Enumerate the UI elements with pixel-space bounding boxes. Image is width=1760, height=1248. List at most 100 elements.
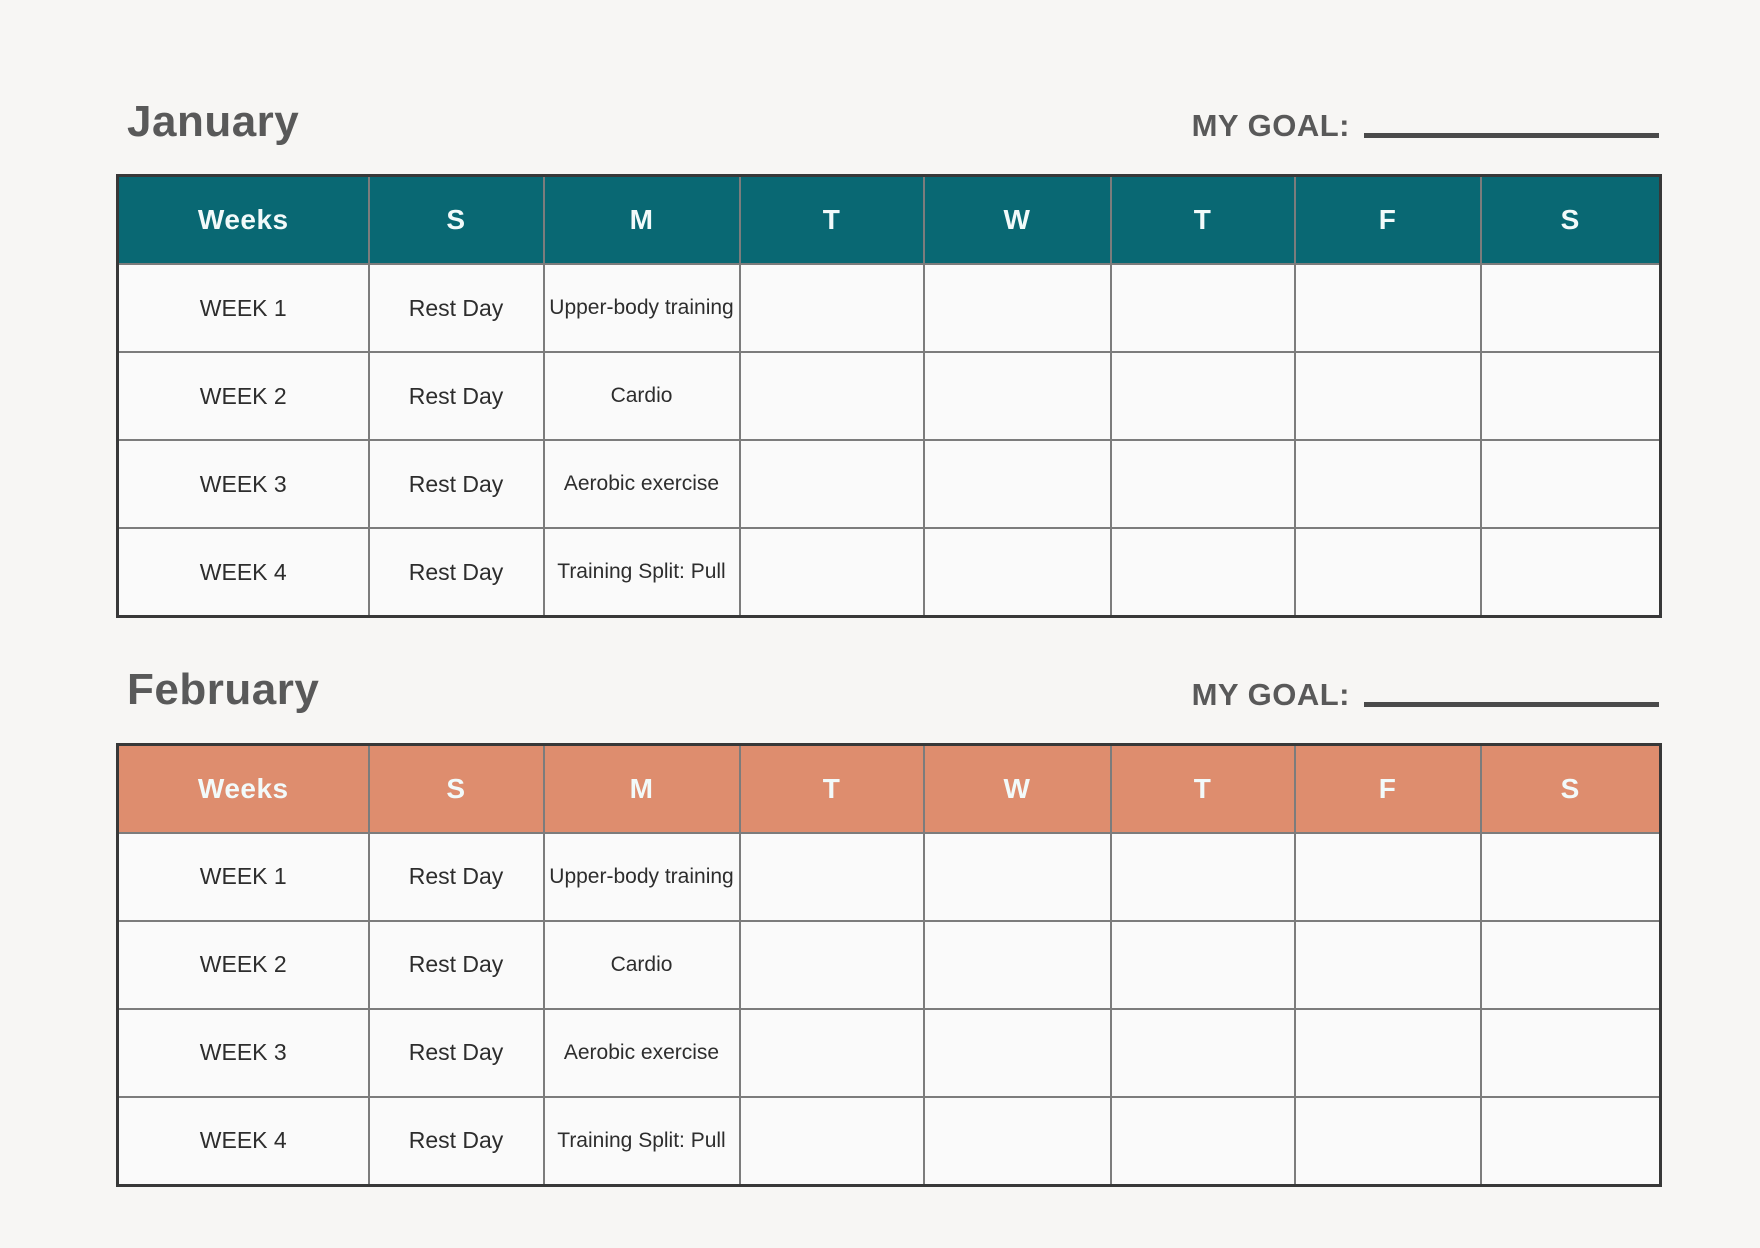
day-cell [922,1007,1112,1098]
day-cell [1293,527,1482,618]
january-header-row: Weeks S M T W T F S [116,174,1662,266]
col-header-sunday: S [367,174,545,266]
col-header-saturday: S [1479,743,1662,834]
day-cell [1109,351,1296,442]
goal-february: MY GOAL: [1192,677,1659,713]
week-label-cell: WEEK 1 [116,831,370,922]
day-cell [1293,1095,1482,1187]
day-cell [1479,1095,1662,1187]
day-cell: Rest Day [367,263,545,354]
day-cell [1293,831,1482,922]
day-cell: Cardio [542,919,741,1010]
day-cell: Upper-body training [542,831,741,922]
week-label-cell: WEEK 4 [116,527,370,618]
day-cell: Aerobic exercise [542,1007,741,1098]
col-header-saturday: S [1479,174,1662,266]
day-cell [1109,831,1296,922]
day-cell [1293,1007,1482,1098]
col-header-wednesday: W [922,174,1112,266]
day-cell [1293,439,1482,530]
col-header-tuesday: T [738,743,925,834]
day-cell: Upper-body training [542,263,741,354]
month-section-february: February MY GOAL: Weeks S M T W T F [116,665,1662,1187]
day-cell [738,831,925,922]
table-row-week4: WEEK 4 Rest Day Training Split: Pull [116,1095,1662,1187]
day-cell [922,831,1112,922]
day-cell [1479,439,1662,530]
week-label-cell: WEEK 4 [116,1095,370,1187]
table-row-week2: WEEK 2 Rest Day Cardio [116,919,1662,1010]
day-cell [738,1095,925,1187]
day-cell: Rest Day [367,1007,545,1098]
day-cell: Rest Day [367,831,545,922]
february-table: Weeks S M T W T F S WEEK 1 Rest Day Uppe… [116,742,1662,1187]
day-cell [1479,919,1662,1010]
goal-underline [1364,701,1659,707]
col-header-friday: F [1293,174,1482,266]
col-header-sunday: S [367,743,545,834]
day-cell [1293,351,1482,442]
table-row-week1: WEEK 1 Rest Day Upper-body training [116,831,1662,922]
col-header-monday: M [542,174,741,266]
day-cell [1109,919,1296,1010]
goal-underline [1364,133,1659,139]
month-title-february: February [127,665,320,715]
day-cell [1293,919,1482,1010]
goal-january: MY GOAL: [1192,108,1659,144]
day-cell [1293,263,1482,354]
day-cell [738,527,925,618]
day-cell [922,351,1112,442]
day-cell: Cardio [542,351,741,442]
table-row-week4: WEEK 4 Rest Day Training Split: Pull [116,527,1662,618]
goal-label: MY GOAL: [1191,676,1350,712]
week-label-cell: WEEK 3 [116,439,370,530]
day-cell [738,919,925,1010]
january-table: Weeks S M T W T F S WEEK 1 Rest Day Uppe… [116,174,1662,619]
day-cell [1109,439,1296,530]
goal-label: MY GOAL: [1191,108,1350,144]
col-header-tuesday: T [738,174,925,266]
table-row-week3: WEEK 3 Rest Day Aerobic exercise [116,1007,1662,1098]
col-header-monday: M [542,743,741,834]
day-cell: Aerobic exercise [542,439,741,530]
day-cell [922,263,1112,354]
day-cell: Rest Day [367,1095,545,1187]
day-cell [1109,263,1296,354]
day-cell [738,351,925,442]
month-title-january: January [127,97,300,146]
february-header-row: Weeks S M T W T F S [116,743,1662,834]
month-section-january: January MY GOAL: Weeks S M T W T F [116,97,1662,619]
col-header-weeks: Weeks [116,743,370,834]
col-header-wednesday: W [922,743,1112,834]
january-section-header: January MY GOAL: [116,97,1659,146]
week-label-cell: WEEK 2 [116,919,370,1010]
day-cell [922,527,1112,618]
table-row-week3: WEEK 3 Rest Day Aerobic exercise [116,439,1662,530]
day-cell [1479,527,1662,618]
day-cell: Training Split: Pull [542,1095,741,1187]
table-row-week2: WEEK 2 Rest Day Cardio [116,351,1662,442]
col-header-friday: F [1293,743,1482,834]
day-cell [1109,527,1296,618]
day-cell [1109,1007,1296,1098]
col-header-thursday: T [1109,174,1296,266]
day-cell [1479,1007,1662,1098]
february-section-header: February MY GOAL: [116,665,1659,715]
week-label-cell: WEEK 1 [116,263,370,354]
week-label-cell: WEEK 3 [116,1007,370,1098]
day-cell [922,1095,1112,1187]
day-cell [738,263,925,354]
day-cell [1109,1095,1296,1187]
day-cell: Rest Day [367,527,545,618]
day-cell: Rest Day [367,919,545,1010]
col-header-weeks: Weeks [116,174,370,266]
week-label-cell: WEEK 2 [116,351,370,442]
day-cell [922,439,1112,530]
day-cell [1479,263,1662,354]
day-cell [1479,831,1662,922]
table-row-week1: WEEK 1 Rest Day Upper-body training [116,263,1662,354]
day-cell [738,1007,925,1098]
day-cell: Rest Day [367,351,545,442]
day-cell: Training Split: Pull [542,527,741,618]
